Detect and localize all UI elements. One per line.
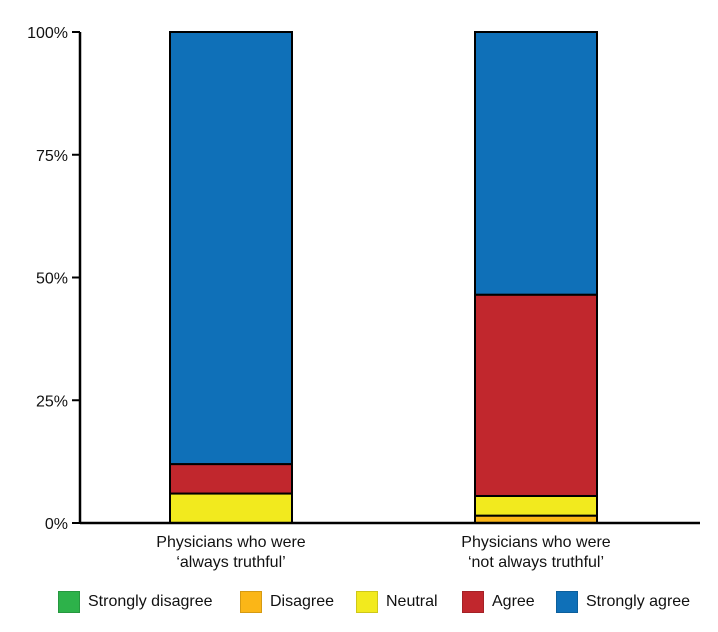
bar-segment-strongly-agree-1 — [169, 31, 293, 466]
bar-segment-agree-2 — [474, 293, 598, 497]
y-tick-label: 50% — [36, 271, 68, 288]
axes-layer — [72, 31, 700, 525]
legend-label: Agree — [492, 593, 535, 610]
bar-segment-strongly-agree-2 — [474, 31, 598, 296]
y-tick-label: 0% — [45, 516, 68, 533]
legend-item-strongly-agree: Strongly agree — [556, 588, 690, 616]
y-tick-label: 100% — [27, 25, 68, 42]
x-category-label-1: Physicians who were — [156, 534, 306, 551]
legend-label: Neutral — [386, 593, 438, 610]
bars-layer — [169, 31, 598, 525]
stacked-bar-chart: 0% 25% 50% 75% 100% Physicians who were ‘alway… — [27, 25, 700, 571]
legend-label: Strongly agree — [586, 593, 691, 610]
legend-swatch — [58, 591, 80, 613]
legend-item-strongly-disagree: Strongly disagree — [58, 588, 213, 616]
legend-item-disagree: Disagree — [240, 588, 334, 616]
x-category-label-1: ‘always truthful’ — [176, 554, 285, 571]
legend-item-neutral: Neutral — [356, 588, 438, 616]
bar-segment-agree-1 — [169, 463, 293, 495]
legend-label: Strongly disagree — [88, 593, 213, 610]
bar-segment-neutral-1 — [169, 492, 293, 525]
x-category-label-2: ‘not always truthful’ — [468, 554, 604, 571]
legend-swatch — [556, 591, 578, 613]
legend: Strongly disagree Disagree Neutral Agree Str… — [0, 588, 718, 616]
x-category-label-2: Physicians who were — [461, 534, 611, 551]
y-tick-label: 25% — [36, 393, 68, 410]
legend-label: Disagree — [270, 593, 335, 610]
bar-segment-neutral-2 — [474, 494, 598, 517]
legend-swatch — [356, 591, 378, 613]
legend-item-agree: Agree — [462, 588, 535, 616]
legend-swatch — [462, 591, 484, 613]
labels-layer: 0% 25% 50% 75% 100% Physicians who were ‘alway… — [27, 25, 611, 571]
y-tick-label: 75% — [36, 148, 68, 165]
legend-swatch — [240, 591, 262, 613]
